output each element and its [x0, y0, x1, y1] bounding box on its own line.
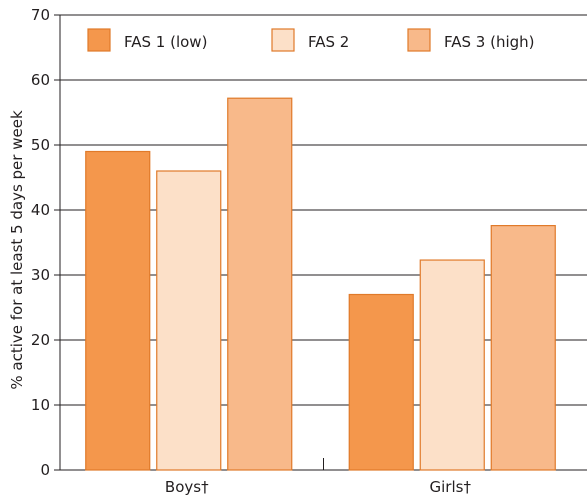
- bar-1-1: [85, 150, 151, 471]
- bar-2-2: [419, 259, 485, 471]
- legend-swatch-1: [87, 28, 111, 52]
- legend-label-2: FAS 2: [308, 33, 349, 51]
- bar-2-1: [156, 170, 222, 471]
- legend-swatch-2: [271, 28, 295, 52]
- y-tick-label: 60: [31, 71, 50, 89]
- bars: [85, 97, 556, 471]
- x-category-labels: Boys† Girls†: [165, 478, 472, 496]
- legend-label-1: FAS 1 (low): [124, 33, 207, 51]
- legend-label-3: FAS 3 (high): [444, 33, 535, 51]
- x-category-label: Boys†: [165, 478, 209, 496]
- legend-swatch-3: [407, 28, 431, 52]
- legend-background: [72, 20, 572, 62]
- x-category-label: Girls†: [430, 478, 472, 496]
- y-tick-label: 20: [31, 331, 50, 349]
- y-tick-label: 0: [40, 461, 50, 479]
- bar-3-1: [227, 97, 293, 471]
- y-tick-label: 30: [31, 266, 50, 284]
- bar-1-2: [348, 293, 414, 471]
- bar-3-2: [490, 225, 556, 471]
- y-tick-label: 70: [31, 6, 50, 24]
- y-axis-title: % active for at least 5 days per week: [8, 110, 26, 390]
- y-tick-label: 50: [31, 136, 50, 154]
- y-tick-labels: 0 10 20 30 40 50 60 70: [31, 6, 50, 479]
- legend: FAS 1 (low) FAS 2 FAS 3 (high): [72, 20, 572, 62]
- y-tick-label: 40: [31, 201, 50, 219]
- y-tick-label: 10: [31, 396, 50, 414]
